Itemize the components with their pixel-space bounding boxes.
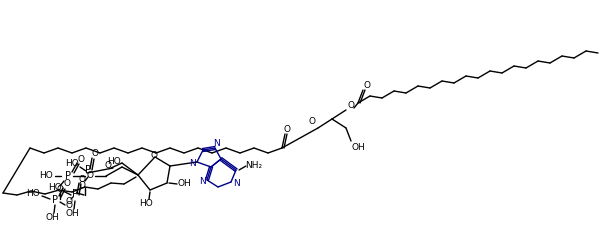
Text: P: P: [72, 189, 78, 199]
Text: O: O: [283, 124, 291, 133]
Text: O: O: [63, 180, 71, 189]
Text: HO: HO: [65, 159, 79, 167]
Text: NH₂: NH₂: [246, 161, 262, 170]
Text: HO: HO: [48, 183, 62, 192]
Text: HO: HO: [107, 157, 121, 166]
Text: HO: HO: [26, 189, 40, 197]
Text: O: O: [78, 174, 86, 183]
Text: O: O: [92, 150, 98, 159]
Text: O: O: [364, 81, 371, 90]
Text: N: N: [213, 140, 219, 149]
Text: N: N: [232, 179, 240, 187]
Text: HO: HO: [139, 199, 153, 207]
Text: P: P: [85, 165, 91, 175]
Text: N: N: [199, 177, 205, 186]
Text: O: O: [65, 201, 72, 210]
Text: O: O: [104, 161, 111, 170]
Text: OH: OH: [351, 142, 365, 152]
Text: O: O: [78, 181, 86, 190]
Text: P: P: [52, 195, 58, 205]
Text: O: O: [150, 152, 158, 161]
Text: O: O: [56, 184, 63, 193]
Text: O: O: [65, 197, 72, 206]
Text: O: O: [347, 102, 355, 111]
Text: O: O: [77, 154, 84, 163]
Text: O: O: [308, 118, 316, 126]
Text: HO: HO: [39, 172, 53, 181]
Text: P: P: [65, 171, 71, 181]
Text: OH: OH: [65, 210, 79, 218]
Text: N: N: [190, 159, 196, 167]
Text: OH: OH: [45, 214, 59, 223]
Text: OH: OH: [177, 180, 191, 189]
Text: O: O: [86, 172, 93, 181]
